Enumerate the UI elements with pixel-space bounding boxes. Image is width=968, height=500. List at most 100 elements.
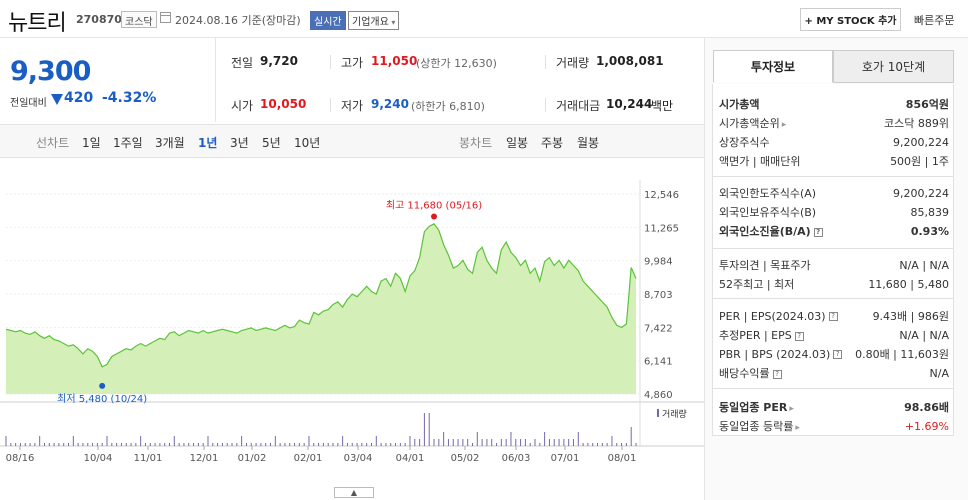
info-value: N/A | N/A: [899, 328, 949, 342]
help-icon[interactable]: ?: [828, 312, 838, 321]
y-tick-label: 6,141: [644, 357, 673, 368]
x-tick-label: 12/01: [190, 453, 219, 464]
chevron-right-icon[interactable]: ▸: [781, 120, 787, 130]
info-key: 동일업종 PER ▸: [719, 401, 794, 414]
market-badge: 코스닥: [121, 11, 157, 28]
price-change: 420: [64, 90, 94, 106]
chevron-right-icon[interactable]: ▸: [795, 423, 800, 433]
down-triangle-icon: [51, 94, 63, 105]
amount-unit: 백만: [651, 99, 674, 113]
info-row: PER | EPS(2024.03)? 9.43배 | 986원: [719, 307, 949, 325]
company-info-dropdown[interactable]: 기업개요 ▾: [348, 11, 400, 30]
period-10y[interactable]: 10년: [294, 136, 321, 150]
x-tick-label: 11/01: [134, 453, 163, 464]
info-key: 배당수익률?: [719, 365, 782, 381]
info-row: 투자의견 | 목표주가 N/A | N/A: [719, 256, 949, 274]
section-divider: [712, 388, 954, 389]
info-key: 외국인한도주식수(A): [719, 187, 817, 200]
help-icon[interactable]: ?: [813, 227, 823, 237]
collapse-chart-button[interactable]: ▲: [334, 487, 374, 498]
candle-monthly[interactable]: 월봉: [577, 136, 600, 150]
info-value: 9.43배 | 986원: [872, 310, 949, 323]
chart-marks: 최고 11,680 (05/16) 최저 5,480 (10/24): [57, 200, 482, 405]
info-value: +1.69%: [904, 419, 949, 433]
info-row: 52주최고 | 최저 11,680 | 5,480: [719, 275, 949, 293]
candle-weekly[interactable]: 주봉: [541, 136, 564, 150]
candle-daily[interactable]: 일봉: [506, 136, 529, 150]
realtime-button[interactable]: 실시간: [310, 11, 346, 30]
help-icon[interactable]: ?: [772, 369, 782, 379]
y-axis: 12,546 11,265 9,984 8,703 7,422 6,141 4,860: [644, 190, 679, 401]
period-5y[interactable]: 5년: [262, 136, 281, 150]
help-icon[interactable]: ?: [794, 331, 804, 341]
volume-legend-swatch: [657, 409, 659, 417]
amount-label: 거래대금: [556, 99, 601, 113]
info-value: N/A | N/A: [899, 258, 949, 272]
min-label: 최저 5,480 (10/24): [57, 393, 147, 405]
x-tick-label: 08/16: [6, 453, 35, 464]
add-mystock-button[interactable]: + MY STOCK 추가: [800, 8, 901, 31]
max-marker: [431, 213, 438, 220]
min-marker: [99, 382, 106, 389]
x-axis: 08/16 10/04 11/01 12/01 01/02 02/01 03/04 04/01…: [6, 446, 636, 464]
info-value: 98.86배: [904, 401, 949, 414]
info-value: N/A: [929, 366, 949, 380]
info-row: PBR | BPS (2024.03)? 0.80배 | 11,603원: [719, 345, 949, 363]
period-1w[interactable]: 1주일: [113, 136, 143, 150]
price-area: [6, 223, 636, 394]
quote-date: 2024.08.16 기준(장마감): [175, 14, 301, 27]
info-key: 투자의견 | 목표주가: [719, 259, 811, 272]
info-key: 외국인보유주식수(B): [719, 206, 817, 219]
tab-orderbook[interactable]: 호가 10단계: [833, 50, 954, 83]
stock-header: [0, 0, 968, 38]
info-value: 0.80배 | 11,603원: [855, 348, 949, 361]
prev-close-label: 전일: [231, 56, 254, 70]
price-panel: [0, 38, 216, 122]
open-value: 10,050: [260, 97, 307, 111]
info-value: 9,200,224: [893, 135, 949, 149]
y-tick-label: 4,860: [644, 390, 673, 401]
period-toolbar: [0, 124, 704, 158]
x-tick-label: 02/01: [294, 453, 323, 464]
info-value: 500원 | 1주: [890, 155, 949, 168]
info-value: 0.93%: [910, 224, 949, 238]
low-value: 9,240: [371, 97, 409, 111]
period-1d[interactable]: 1일: [82, 136, 101, 150]
x-tick-label: 04/01: [396, 453, 425, 464]
info-row: 상장주식수 9,200,224: [719, 133, 949, 151]
y-tick-label: 12,546: [644, 190, 679, 201]
candle-chart-label: 봉차트: [459, 136, 493, 150]
divider: [330, 55, 331, 69]
section-divider: [712, 248, 954, 249]
period-1y-active[interactable]: 1년: [198, 136, 218, 150]
line-chart-label: 선차트: [36, 136, 70, 150]
upper-limit: (상한가 12,630): [416, 57, 497, 70]
section-divider: [712, 176, 954, 177]
price-change-pct: -4.32%: [102, 90, 157, 106]
info-key: 추정PER | EPS?: [719, 327, 804, 343]
tab-investment-info[interactable]: 투자정보: [713, 50, 833, 83]
info-key: PBR | BPS (2024.03)?: [719, 348, 843, 361]
info-row: 시가총액 856억원: [719, 95, 949, 113]
price-chart[interactable]: 12,546 11,265 9,984 8,703 7,422 6,141 4,860 08…: [0, 160, 704, 490]
quick-order-button[interactable]: 빠른주문: [914, 14, 955, 27]
period-3m[interactable]: 3개월: [155, 136, 185, 150]
info-value: 9,200,224: [893, 186, 949, 200]
volume-value: 1,008,081: [596, 54, 664, 68]
info-table: [712, 84, 954, 436]
help-icon[interactable]: ?: [833, 350, 843, 359]
period-3y[interactable]: 3년: [230, 136, 249, 150]
amount-value: 10,244: [606, 97, 653, 111]
y-tick-label: 11,265: [644, 223, 679, 234]
stock-name: 뉴트리: [8, 11, 67, 36]
info-row: 동일업종 등락률 ▸ +1.69%: [719, 417, 949, 435]
stock-code: 270870: [76, 13, 122, 26]
info-key: PER | EPS(2024.03)?: [719, 310, 838, 323]
x-tick-label: 03/04: [344, 453, 373, 464]
x-tick-label: 01/02: [238, 453, 267, 464]
chevron-right-icon[interactable]: ▸: [789, 404, 794, 414]
x-tick-label: 10/04: [84, 453, 113, 464]
prev-close-value: 9,720: [260, 54, 298, 68]
info-row: 시가총액순위 ▸ 코스닥 889위: [719, 114, 949, 132]
info-value: 코스닥 889위: [884, 117, 949, 130]
